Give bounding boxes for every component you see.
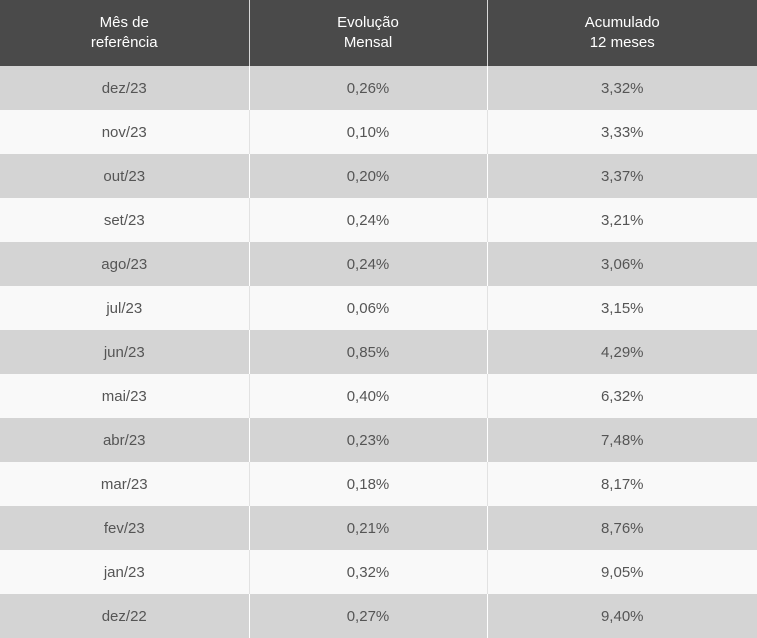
cell-mes: jun/23 (0, 330, 249, 374)
table-row: jul/23 0,06% 3,15% (0, 286, 757, 330)
cell-mes: mai/23 (0, 374, 249, 418)
cell-mes: out/23 (0, 154, 249, 198)
table-header: Mês de referência Evolução Mensal Acumul… (0, 0, 757, 66)
cell-mes: set/23 (0, 198, 249, 242)
cell-evolucao: 0,27% (249, 594, 487, 638)
cell-evolucao: 0,06% (249, 286, 487, 330)
table-row: jan/23 0,32% 9,05% (0, 550, 757, 594)
cell-mes: mar/23 (0, 462, 249, 506)
table-row: mai/23 0,40% 6,32% (0, 374, 757, 418)
cell-acumulado: 7,48% (487, 418, 757, 462)
table-row: dez/23 0,26% 3,32% (0, 66, 757, 110)
header-line: 12 meses (488, 33, 757, 53)
table-row: out/23 0,20% 3,37% (0, 154, 757, 198)
cell-mes: dez/23 (0, 66, 249, 110)
cell-mes: nov/23 (0, 110, 249, 154)
header-line: Mês de (0, 13, 249, 33)
cell-acumulado: 3,33% (487, 110, 757, 154)
table-row: nov/23 0,10% 3,33% (0, 110, 757, 154)
cell-acumulado: 6,32% (487, 374, 757, 418)
cell-acumulado: 9,05% (487, 550, 757, 594)
cell-evolucao: 0,40% (249, 374, 487, 418)
table-row: fev/23 0,21% 8,76% (0, 506, 757, 550)
cell-mes: dez/22 (0, 594, 249, 638)
cell-evolucao: 0,21% (249, 506, 487, 550)
table-row: abr/23 0,23% 7,48% (0, 418, 757, 462)
cell-acumulado: 8,17% (487, 462, 757, 506)
cell-mes: abr/23 (0, 418, 249, 462)
table-body: dez/23 0,26% 3,32% nov/23 0,10% 3,33% ou… (0, 66, 757, 638)
header-mes-referencia: Mês de referência (0, 0, 249, 66)
cell-acumulado: 3,15% (487, 286, 757, 330)
cell-mes: jan/23 (0, 550, 249, 594)
header-evolucao-mensal: Evolução Mensal (249, 0, 487, 66)
cell-mes: jul/23 (0, 286, 249, 330)
cell-acumulado: 3,21% (487, 198, 757, 242)
cell-mes: ago/23 (0, 242, 249, 286)
cell-mes: fev/23 (0, 506, 249, 550)
cell-acumulado: 9,40% (487, 594, 757, 638)
cell-evolucao: 0,32% (249, 550, 487, 594)
cell-evolucao: 0,18% (249, 462, 487, 506)
header-row: Mês de referência Evolução Mensal Acumul… (0, 0, 757, 66)
cell-evolucao: 0,24% (249, 198, 487, 242)
table-row: ago/23 0,24% 3,06% (0, 242, 757, 286)
header-line: referência (0, 33, 249, 53)
cell-evolucao: 0,85% (249, 330, 487, 374)
cell-acumulado: 3,32% (487, 66, 757, 110)
table-row: mar/23 0,18% 8,17% (0, 462, 757, 506)
header-acumulado-12-meses: Acumulado 12 meses (487, 0, 757, 66)
cell-acumulado: 3,06% (487, 242, 757, 286)
table-row: set/23 0,24% 3,21% (0, 198, 757, 242)
table-row: dez/22 0,27% 9,40% (0, 594, 757, 638)
cell-evolucao: 0,26% (249, 66, 487, 110)
table-row: jun/23 0,85% 4,29% (0, 330, 757, 374)
cell-acumulado: 4,29% (487, 330, 757, 374)
header-line: Evolução (250, 13, 487, 33)
cell-evolucao: 0,24% (249, 242, 487, 286)
cell-evolucao: 0,23% (249, 418, 487, 462)
cell-evolucao: 0,10% (249, 110, 487, 154)
header-line: Mensal (250, 33, 487, 53)
cell-acumulado: 3,37% (487, 154, 757, 198)
header-line: Acumulado (488, 13, 757, 33)
cell-acumulado: 8,76% (487, 506, 757, 550)
cell-evolucao: 0,20% (249, 154, 487, 198)
